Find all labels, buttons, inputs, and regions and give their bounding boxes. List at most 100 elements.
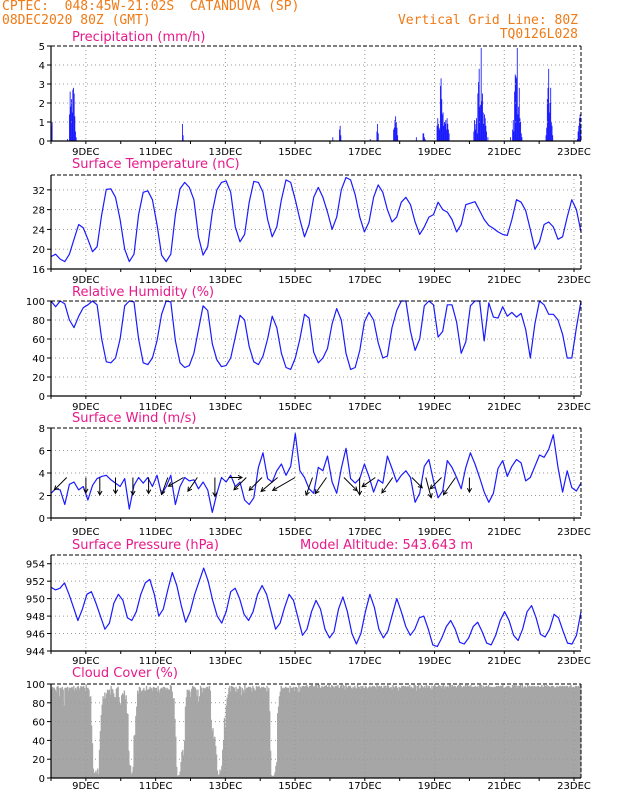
cloud-bar	[210, 719, 212, 778]
panel-0: 9DEC 11DEC 13DEC 15DEC 17DEC 19DEC 21DEC 23DEC 0…	[39, 30, 591, 158]
cloud-bar	[417, 685, 419, 778]
precip-bar	[448, 129, 449, 141]
cloud-bar	[504, 686, 507, 778]
wind-arrow	[233, 477, 247, 491]
cloud-bar	[350, 687, 352, 778]
cloud-bar	[405, 686, 407, 778]
x-tick-label: 23DEC	[557, 656, 591, 667]
cloud-bar	[207, 688, 210, 778]
cloud-bar	[374, 686, 376, 778]
y-tick-label: 100	[26, 297, 45, 308]
precip-bar	[550, 87, 552, 141]
cloud-bar	[562, 685, 564, 778]
cloud-bar	[347, 685, 350, 778]
cloud-bar	[446, 686, 448, 778]
panel-1: 9DEC 11DEC 13DEC 15DEC 17DEC 19DEC 21DEC 23DEC 1…	[32, 157, 591, 286]
cloud-bar	[380, 685, 383, 778]
wind-arrow-head	[466, 487, 473, 494]
cloud-bar	[489, 686, 492, 778]
y-tick-label: 4	[39, 61, 45, 72]
cloud-bar	[244, 684, 246, 778]
cloud-bar	[413, 684, 415, 778]
cloud-bar	[442, 684, 445, 778]
cloud-bar	[81, 686, 83, 778]
precip-bar	[369, 139, 371, 141]
panel-title: Cloud Cover (%)	[72, 666, 178, 681]
cloud-bar	[228, 687, 230, 778]
cloud-bar	[136, 690, 139, 778]
y-tick-label: 2	[39, 99, 45, 110]
cloud-bar	[522, 687, 524, 778]
x-tick-label: 19DEC	[418, 275, 452, 286]
cloud-bar	[358, 686, 360, 778]
cloud-bar	[411, 688, 414, 778]
cloud-bar	[298, 684, 300, 778]
cloud-bar	[412, 687, 414, 778]
x-tick-label: 17DEC	[348, 147, 382, 158]
cloud-bar	[334, 685, 336, 778]
precip-bar	[75, 137, 77, 141]
wind-arrow	[305, 477, 313, 496]
cloud-bar	[419, 687, 422, 778]
wind-arrow-head	[248, 485, 254, 492]
cloud-bar	[500, 685, 502, 778]
cloud-bar	[435, 686, 438, 778]
wind-arrow	[161, 477, 169, 495]
y-tick-label: 0	[39, 392, 45, 403]
wind-arrow	[429, 477, 442, 490]
cloud-bar	[384, 685, 386, 778]
cloud-bar	[97, 768, 99, 778]
cloud-bar	[519, 684, 522, 778]
cloud-bar	[383, 685, 385, 778]
wind-arrow-head	[53, 485, 59, 491]
precip-bar	[576, 139, 578, 141]
cloud-bar	[189, 691, 191, 778]
cloud-bar	[206, 686, 209, 778]
precip-bar	[473, 131, 475, 141]
cloud-bar	[357, 686, 360, 778]
cloud-bar	[186, 689, 188, 778]
cloud-bar	[557, 686, 559, 778]
cloud-bar	[56, 686, 58, 778]
y-tick-label: 1	[39, 118, 45, 129]
wind-arrow-head	[160, 490, 166, 496]
cloud-bar	[51, 686, 54, 778]
cloud-bar	[336, 685, 338, 778]
cloud-bar	[249, 686, 251, 778]
cloud-bar	[349, 685, 352, 778]
cloud-bar	[456, 685, 459, 778]
cloud-bar	[496, 686, 499, 778]
cloud-bar	[308, 687, 310, 778]
cloud-bar	[348, 685, 351, 778]
cloud-bar	[572, 686, 574, 778]
cloud-bar	[263, 687, 266, 778]
y-tick-label: 40	[32, 736, 45, 747]
cloud-bar	[578, 686, 580, 778]
cloud-bar	[234, 691, 236, 778]
cloud-bar	[454, 685, 456, 778]
cloud-bar	[237, 688, 239, 778]
precip-bar	[478, 68, 480, 141]
cloud-bar	[152, 690, 154, 778]
cloud-bar	[511, 684, 514, 778]
cloud-bar	[466, 684, 469, 778]
cloud-bar	[206, 686, 208, 778]
cloud-bar	[113, 693, 115, 778]
cloud-bar	[74, 687, 77, 778]
cloud-bar	[351, 688, 353, 778]
precip-bar	[476, 118, 477, 141]
cloud-bar	[393, 687, 396, 778]
cloud-bar	[69, 687, 71, 778]
cloud-bar	[126, 713, 128, 778]
cloud-bar	[381, 687, 383, 778]
precip-bar	[475, 123, 477, 141]
cloud-bar	[547, 686, 549, 778]
y-tick-label: 28	[32, 206, 45, 217]
cloud-bar	[191, 685, 194, 778]
cloud-bar	[133, 735, 135, 778]
cloud-bar	[90, 696, 92, 778]
cloud-bar	[571, 687, 573, 778]
cloud-bar	[285, 687, 288, 778]
panel-2: 9DEC 11DEC 13DEC 15DEC 17DEC 19DEC 21DEC 23DEC 0…	[26, 285, 591, 413]
